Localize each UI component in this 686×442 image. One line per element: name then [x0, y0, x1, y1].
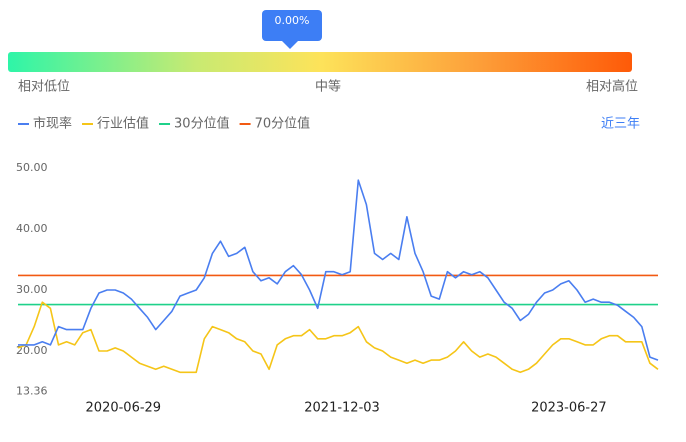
gauge-bar — [8, 52, 632, 72]
gauge-label: 中等 — [315, 79, 341, 95]
legend-label: 行业估值 — [97, 116, 149, 132]
tooltip-text: 0.00% — [275, 14, 310, 27]
y-tick-label: 30.00 — [16, 283, 48, 296]
y-tick-label: 20.00 — [16, 344, 48, 357]
tooltip-box — [262, 10, 322, 41]
y-tick-label: 13.36 — [16, 385, 48, 398]
series-line — [18, 179, 659, 361]
y-tick-label: 50.00 — [16, 161, 48, 174]
gauge-label: 相对低位 — [18, 80, 70, 95]
legend-label: 30分位值 — [174, 116, 230, 132]
legend-label: 市现率 — [33, 116, 72, 132]
legend-label: 70分位值 — [255, 116, 311, 132]
range-button[interactable]: 近三年 — [601, 117, 640, 132]
y-tick-label: 40.00 — [16, 222, 48, 235]
x-tick-label: 2023-06-27 — [531, 401, 607, 416]
x-tick-label: 2020-06-29 — [86, 401, 162, 416]
tooltip-pointer — [282, 41, 298, 49]
x-tick-label: 2021-12-03 — [304, 401, 380, 416]
series-line — [17, 301, 659, 374]
gauge-label: 相对高位 — [586, 79, 638, 95]
